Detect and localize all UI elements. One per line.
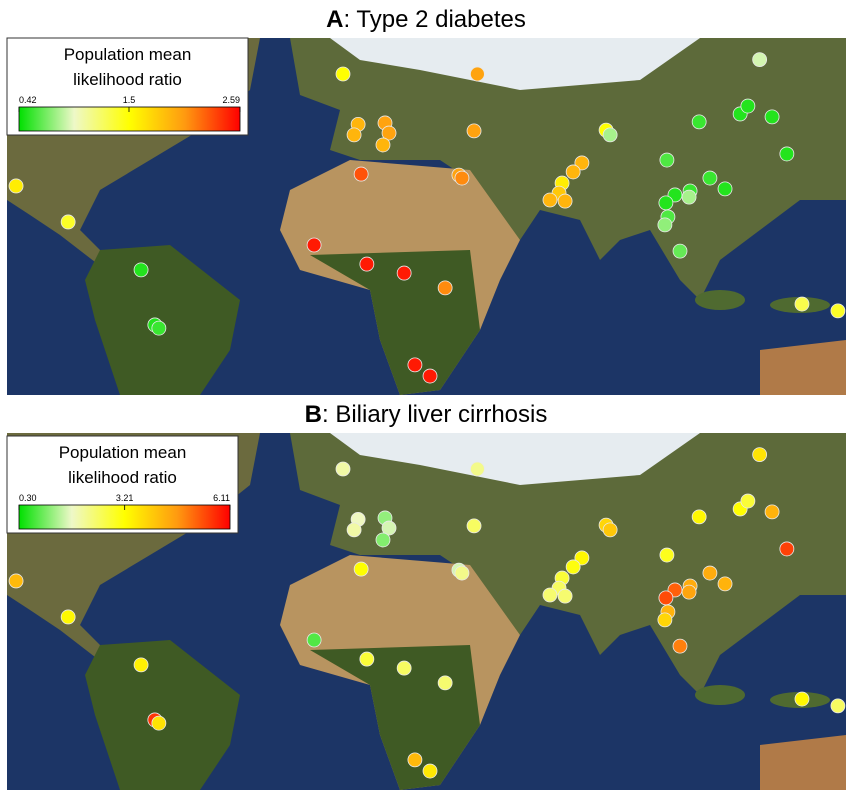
colorbar-tick-label: 2.59 — [222, 95, 240, 105]
points-layer — [8, 52, 846, 384]
site-marker — [565, 164, 581, 180]
site-marker — [740, 98, 756, 114]
site-marker — [133, 657, 149, 673]
colorbar-tick-label: 6.11 — [213, 493, 230, 503]
site-marker — [422, 763, 438, 779]
site-marker — [752, 447, 768, 463]
site-marker — [359, 651, 375, 667]
site-marker — [396, 265, 412, 281]
site-marker — [437, 280, 453, 296]
site-marker — [557, 588, 573, 604]
colorbar-tick-label: 3.21 — [116, 493, 134, 503]
site-marker — [381, 520, 397, 536]
site-marker — [702, 565, 718, 581]
site-marker — [407, 752, 423, 768]
site-marker — [306, 237, 322, 253]
legend-title: Population mean — [64, 45, 192, 64]
site-marker — [602, 522, 618, 538]
data-layer: A: Type 2 diabetes Population mean likelih… — [6, 6, 846, 779]
site-marker — [359, 256, 375, 272]
site-marker — [658, 195, 674, 211]
site-marker — [717, 576, 733, 592]
site-marker — [346, 522, 362, 538]
site-marker — [60, 609, 76, 625]
site-marker — [794, 296, 810, 312]
panel-label: B — [305, 401, 322, 428]
site-marker — [466, 123, 482, 139]
site-marker — [454, 565, 470, 581]
site-marker — [454, 170, 470, 186]
site-marker — [353, 166, 369, 182]
site-marker — [672, 638, 688, 654]
site-marker — [657, 217, 673, 233]
site-marker — [659, 547, 675, 563]
site-marker — [740, 493, 756, 509]
site-marker — [702, 170, 718, 186]
site-marker — [657, 612, 673, 628]
site-marker — [764, 504, 780, 520]
colorbar-tick-label: 0.42 — [19, 95, 37, 105]
site-marker — [422, 368, 438, 384]
site-marker — [335, 66, 351, 82]
panel-label: A — [326, 6, 343, 33]
site-marker — [8, 573, 24, 589]
site-marker — [346, 127, 362, 143]
site-marker — [381, 125, 397, 141]
site-marker — [437, 675, 453, 691]
site-marker — [691, 114, 707, 130]
site-marker — [602, 127, 618, 143]
site-marker — [794, 691, 810, 707]
site-marker — [658, 590, 674, 606]
site-marker — [151, 320, 167, 336]
site-marker — [306, 632, 322, 648]
site-marker — [565, 559, 581, 575]
site-marker — [717, 181, 733, 197]
site-marker — [466, 518, 482, 534]
site-marker — [779, 541, 795, 557]
site-marker — [335, 461, 351, 477]
site-marker — [542, 192, 558, 208]
site-marker — [60, 214, 76, 230]
site-marker — [659, 152, 675, 168]
site-marker — [151, 715, 167, 731]
colorbar — [18, 106, 241, 132]
colorbar-tick-label: 1.5 — [123, 95, 136, 105]
site-marker — [779, 146, 795, 162]
site-marker — [574, 550, 590, 566]
site-marker — [691, 509, 707, 525]
site-marker — [407, 357, 423, 373]
site-marker — [574, 155, 590, 171]
site-marker — [133, 262, 149, 278]
legend-title: Population mean — [59, 443, 187, 462]
site-marker — [681, 189, 697, 205]
legend-title: likelihood ratio — [68, 468, 177, 487]
site-marker — [681, 584, 697, 600]
site-marker — [542, 587, 558, 603]
panel-title-text: : Type 2 diabetes — [343, 6, 525, 33]
site-marker — [469, 461, 485, 477]
colorbar-tick-label: 0.30 — [19, 493, 37, 503]
site-marker — [396, 660, 412, 676]
panel-title: B: Biliary liver cirrhosis — [305, 401, 548, 428]
site-marker — [375, 532, 391, 548]
site-marker — [469, 66, 485, 82]
site-marker — [672, 243, 688, 259]
panel-title: A: Type 2 diabetes — [326, 6, 526, 33]
panel-title-text: : Biliary liver cirrhosis — [322, 401, 547, 428]
site-marker — [764, 109, 780, 125]
site-marker — [353, 561, 369, 577]
legend-title: likelihood ratio — [73, 70, 182, 89]
site-marker — [752, 52, 768, 67]
site-marker — [830, 303, 846, 319]
site-marker — [830, 698, 846, 714]
points-layer — [8, 447, 846, 779]
site-marker — [557, 193, 573, 209]
site-marker — [375, 137, 391, 153]
site-marker — [8, 178, 24, 194]
